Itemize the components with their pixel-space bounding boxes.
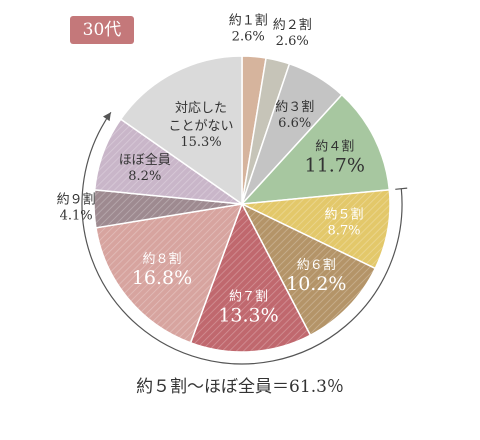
range-bracket-arc — [81, 111, 408, 365]
slice-value: 10.2% — [286, 273, 346, 295]
slice-label: 対応した — [175, 101, 227, 116]
slice-label: 約６割 — [297, 257, 336, 273]
slice-label: 約８割 — [142, 251, 181, 267]
slice-value: 8.2% — [128, 169, 161, 184]
pie-slice — [95, 203, 244, 344]
slice-value: 6.6% — [278, 116, 311, 131]
slice-value: 2.6% — [232, 30, 265, 45]
slice-label: 約７割 — [229, 288, 268, 304]
bracket-arc — [81, 111, 403, 365]
slice-value: 16.8% — [132, 267, 192, 289]
slice-label: ほぼ全員 — [119, 152, 171, 168]
slice-label: 約１割 — [229, 13, 268, 29]
slice-value: 11.7% — [305, 155, 365, 177]
age-group-badge: 30代 — [70, 16, 134, 44]
pie-slice — [189, 202, 312, 353]
pie-slice — [119, 55, 243, 206]
bracket-arrowhead — [103, 112, 111, 122]
slice-value: 13.3% — [218, 304, 278, 326]
pie-slice — [240, 93, 391, 205]
pie-slice — [240, 202, 377, 337]
slice-label: 約３割 — [275, 99, 314, 115]
slice-label: 約９割 — [57, 192, 96, 208]
slice-label: 約２割 — [273, 17, 312, 33]
slice-label: 約４割 — [315, 139, 354, 155]
slice-value: 2.6% — [276, 34, 309, 49]
slice-label: ことがない — [168, 119, 233, 134]
slice-value: 4.1% — [60, 209, 93, 224]
slice-labels: 約１割2.6%約２割2.6%約３割6.6%約４割11.7%約５割8.7%約６割1… — [57, 13, 365, 327]
slice-value: 8.7% — [327, 223, 360, 238]
summary-text: 約５割〜ほぼ全員＝61.3％ — [136, 377, 344, 397]
pie-slices — [93, 55, 391, 353]
slice-label: 約５割 — [324, 206, 363, 222]
slice-value: 15.3% — [180, 135, 221, 150]
bracket-start-tick — [395, 187, 408, 190]
